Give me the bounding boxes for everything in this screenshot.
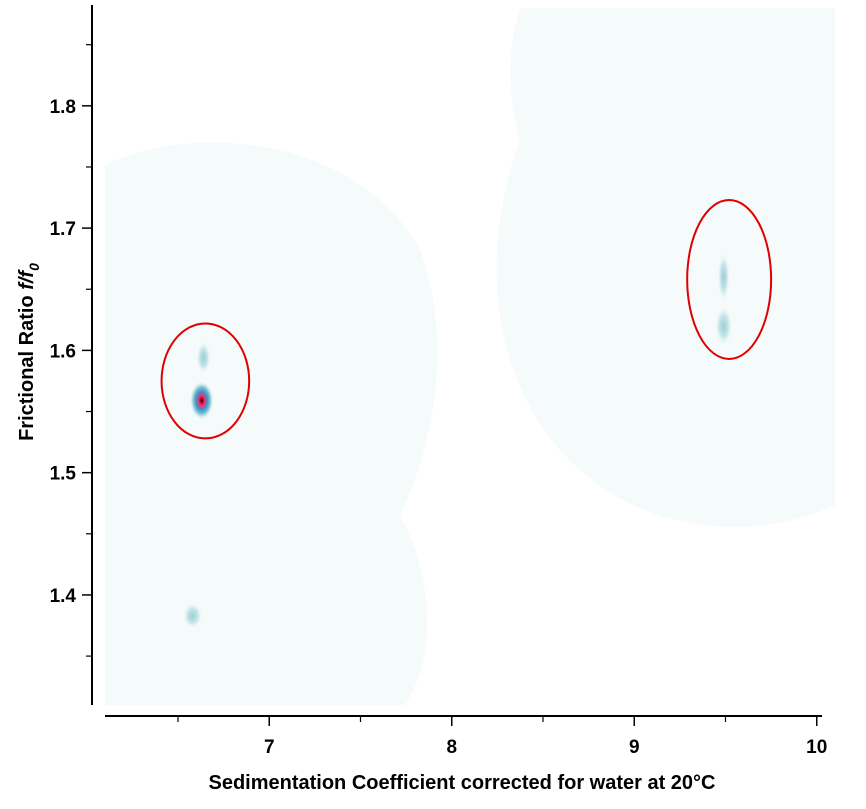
density-peaks bbox=[183, 253, 732, 629]
y-axis-title-subscript: 0 bbox=[26, 263, 42, 271]
density-peak-1 bbox=[196, 341, 211, 374]
x-axis-title: Sedimentation Coefficient corrected for … bbox=[208, 772, 715, 794]
y-tick-label: 1.4 bbox=[50, 586, 77, 607]
density-region-right bbox=[496, 8, 835, 527]
y-axis-title-italic: f/f bbox=[16, 269, 38, 290]
x-tick-label: 8 bbox=[446, 737, 457, 758]
y-axis-title-main: Frictional Ratio bbox=[16, 290, 38, 441]
density-peak-0 bbox=[189, 381, 214, 420]
density-peak-3 bbox=[715, 306, 732, 346]
x-tick-label: 9 bbox=[629, 737, 640, 758]
x-tick-label: 7 bbox=[264, 737, 275, 758]
y-tick-label: 1.7 bbox=[50, 219, 76, 240]
density-peak-4 bbox=[717, 253, 730, 301]
density-peak-2 bbox=[183, 603, 203, 629]
y-tick-label: 1.5 bbox=[50, 464, 77, 485]
y-tick-label: 1.6 bbox=[50, 341, 76, 362]
axes: 7 8 9 10 1.4 1.5 1.6 1.7 1.8 bbox=[50, 5, 827, 758]
density-background bbox=[105, 8, 835, 705]
y-tick-label: 1.8 bbox=[50, 97, 76, 118]
annotation-ellipse-0 bbox=[160, 322, 251, 440]
annotations bbox=[160, 198, 773, 440]
annotation-ellipse-1 bbox=[686, 198, 773, 360]
density-region-left bbox=[105, 142, 438, 705]
y-axis-title: Frictional Ratio f/f0 bbox=[16, 263, 42, 441]
x-tick-label: 10 bbox=[806, 737, 827, 758]
